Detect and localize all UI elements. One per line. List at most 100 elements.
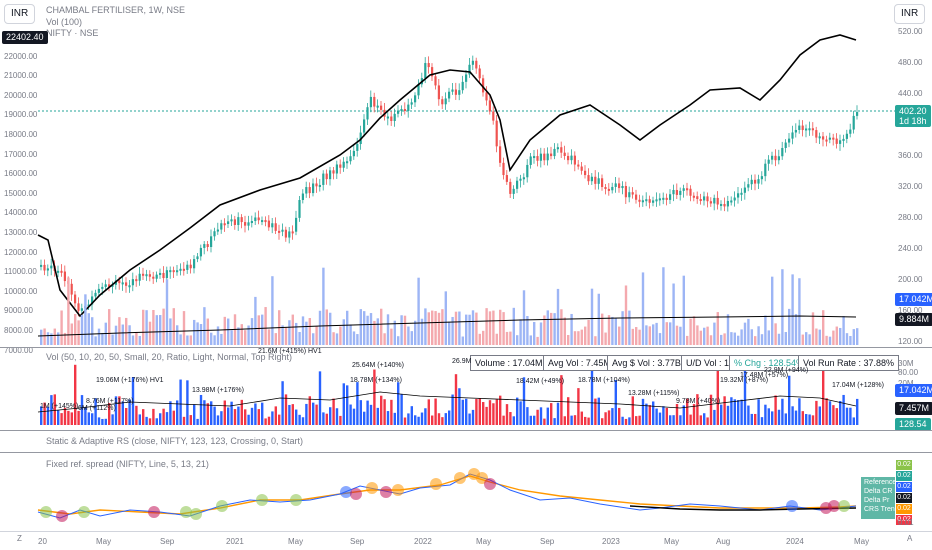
volume-bar — [828, 336, 832, 345]
volume-bar — [760, 334, 764, 345]
volume-bar — [645, 325, 648, 345]
volume-bar — [346, 310, 349, 345]
indicator1-bar — [679, 415, 682, 425]
timezone-button[interactable]: Z — [14, 532, 25, 546]
spread-value-box: 0.02 — [896, 460, 912, 470]
stat-volume: Volume : 17.04M — [470, 355, 548, 371]
indicator1-bar — [461, 399, 464, 425]
indicator1-bar — [492, 403, 495, 425]
volume-bar — [288, 320, 291, 345]
indicator1-bar — [403, 417, 407, 425]
left-axis-tick: 19000.00 — [4, 110, 38, 120]
volume-bar — [692, 316, 696, 345]
indicator1-bar — [553, 418, 556, 425]
volume-bar — [332, 332, 335, 345]
volume-bar — [43, 328, 46, 345]
indicator1-bar — [172, 410, 175, 425]
candle-body — [815, 130, 818, 138]
indicator1-bar — [849, 407, 852, 425]
pane-separator[interactable] — [0, 430, 932, 431]
indicator1-bar — [70, 412, 73, 425]
candle-body — [584, 170, 587, 176]
pane-separator[interactable] — [0, 452, 932, 453]
candle-body — [624, 185, 627, 198]
candle-body — [346, 161, 349, 164]
currency-button-left[interactable]: INR — [4, 4, 36, 24]
indicator1-bar — [53, 394, 56, 425]
pane-separator[interactable] — [0, 347, 932, 348]
candle-body — [335, 164, 338, 174]
candle-body — [723, 203, 726, 207]
indicator1-bar — [699, 415, 702, 425]
candle-body — [274, 223, 277, 231]
auto-scale-button[interactable]: A — [904, 532, 916, 546]
volume-bar — [318, 310, 322, 345]
indicator1-bar — [499, 395, 502, 425]
candle-body — [322, 173, 325, 185]
indicator1-bar — [346, 385, 349, 425]
indicator1-bar — [295, 409, 298, 425]
candle-body — [271, 223, 274, 228]
indicator1-bar — [254, 403, 257, 425]
volume-bar — [635, 327, 638, 345]
indicator1-bar — [114, 396, 118, 425]
volume-bar — [560, 309, 563, 345]
volume-bar — [206, 318, 209, 345]
indicator1-bar — [662, 406, 665, 425]
indicator1-bar — [325, 413, 328, 425]
indicator1-bar — [261, 402, 264, 425]
candle-body — [247, 222, 250, 226]
volume-bar — [400, 315, 403, 345]
indicator1-bar — [312, 402, 315, 425]
indicator1-bar — [162, 408, 165, 425]
candle-body — [431, 67, 434, 77]
indicator1-bar — [108, 403, 111, 425]
candle-body — [227, 221, 230, 225]
indicator1-bar — [641, 398, 645, 425]
candle-body — [686, 188, 689, 191]
volume-bar — [373, 320, 376, 345]
volume-bar — [465, 314, 468, 345]
candle-body — [791, 132, 794, 139]
volume-bar — [138, 335, 141, 345]
signal-circle — [148, 506, 160, 518]
annotation: 18.78M (+104%) — [578, 377, 630, 384]
volume-bar — [380, 308, 383, 345]
indicator1-bar — [526, 407, 529, 425]
x-axis-tick: 20 — [38, 537, 47, 546]
indicator1-bar — [801, 411, 804, 425]
annotation: 8.76M (+117%) — [86, 398, 134, 405]
indicator1-bar — [199, 394, 203, 425]
indicator1-bar — [77, 410, 80, 425]
volume-bar — [312, 333, 315, 345]
indicator1-bar — [176, 400, 179, 425]
candle-body — [94, 292, 97, 297]
candle-body — [788, 138, 791, 143]
currency-button-right[interactable]: INR — [894, 4, 926, 24]
volume-bar — [628, 310, 631, 345]
volume-bar — [284, 327, 288, 345]
indicator1-bar — [594, 398, 597, 425]
volume-bar — [301, 316, 305, 345]
signal-circle — [380, 486, 392, 498]
candle-body — [199, 247, 202, 257]
volume-bar — [325, 309, 328, 345]
volume-bar — [750, 329, 753, 345]
candle-body — [587, 175, 590, 182]
candle-body — [512, 188, 515, 194]
indicator1-bar — [155, 418, 158, 425]
candle-body — [390, 116, 393, 121]
indicator1-bar — [747, 405, 750, 425]
candle-body — [142, 273, 145, 276]
candle-body — [213, 231, 216, 237]
candle-body — [543, 153, 546, 161]
candle-body — [145, 274, 148, 277]
indicator1-bar — [420, 412, 424, 425]
volume-bar — [468, 314, 471, 345]
volume-bar — [754, 336, 757, 345]
volume-bar — [764, 315, 767, 345]
spread-legend-panel: Reference Delta CR Delta Pr CRS Trend — [861, 477, 899, 519]
candle-body — [332, 170, 335, 174]
candle-body — [261, 220, 264, 223]
